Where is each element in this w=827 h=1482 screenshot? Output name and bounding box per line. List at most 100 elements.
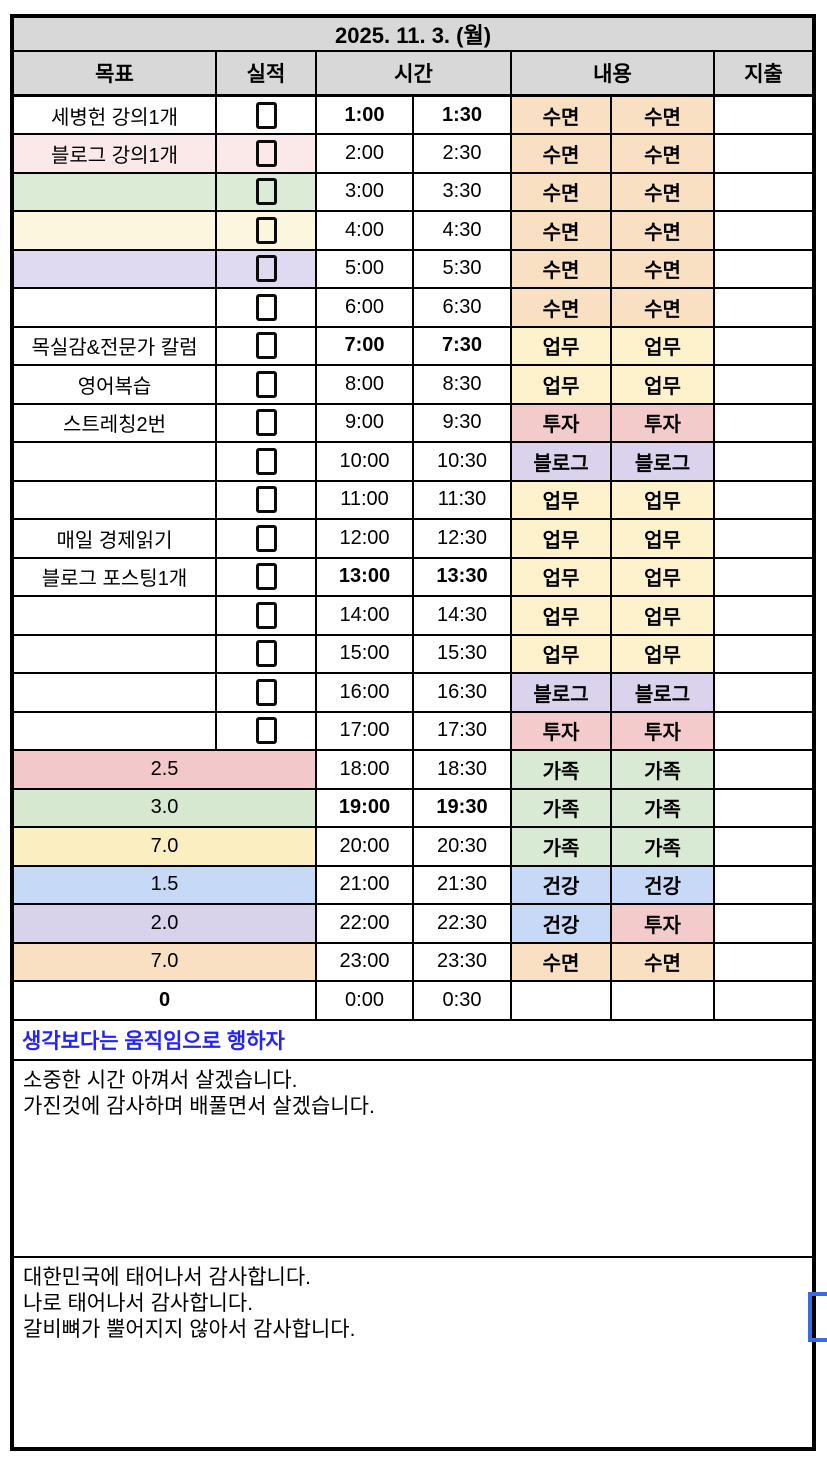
done-cell <box>215 402 317 443</box>
time-cell: 3:00 <box>315 171 414 212</box>
checkbox[interactable] <box>255 486 277 514</box>
checkbox[interactable] <box>255 293 277 321</box>
content-cell: 업무 <box>510 518 612 559</box>
checkbox[interactable] <box>255 678 277 706</box>
done-cell <box>215 556 317 597</box>
expense-cell <box>712 980 816 1021</box>
content-cell: 수면 <box>510 287 612 328</box>
time-cell: 0:30 <box>412 980 512 1021</box>
checkbox[interactable] <box>255 640 277 668</box>
time-cell: 4:30 <box>412 210 512 251</box>
content-cell: 가족 <box>510 787 612 828</box>
motto-row: 생각보다는 움직임으로 행하자 <box>10 1018 816 1061</box>
checkbox[interactable] <box>255 139 277 167</box>
expense-cell <box>712 402 816 443</box>
done-cell <box>215 171 317 212</box>
promise-line: 가진것에 감사하며 배풀면서 살겠습니다. <box>23 1094 375 1118</box>
expense-cell <box>712 287 816 328</box>
content-cell: 수면 <box>610 94 715 135</box>
checkbox[interactable] <box>255 255 277 283</box>
goal-cell: 목실감&전문가 칼럼 <box>11 325 217 366</box>
time-cell: 7:30 <box>412 325 512 366</box>
content-cell: 수면 <box>610 287 715 328</box>
time-cell: 5:00 <box>315 248 414 289</box>
schedule-row: 3.0 19:00 19:30 가족 가족 <box>11 787 816 828</box>
schedule-row: 7.0 23:00 23:30 수면 수면 <box>11 941 816 982</box>
content-cell: 건강 <box>510 903 612 944</box>
expense-cell <box>712 633 816 674</box>
motto-text: 생각보다는 움직임으로 행하자 <box>10 1018 816 1061</box>
summary-value-cell: 7.0 <box>11 941 317 982</box>
content-cell: 가족 <box>510 749 612 790</box>
schedule-row: 6:00 6:30 수면 수면 <box>11 287 816 328</box>
time-cell: 12:00 <box>315 518 414 559</box>
expense-cell <box>712 941 816 982</box>
column-header-goal: 목표 <box>11 50 217 97</box>
expense-cell <box>712 556 816 597</box>
time-cell: 11:00 <box>315 479 414 520</box>
content-cell: 업무 <box>510 556 612 597</box>
time-cell: 23:00 <box>315 941 414 982</box>
goal-cell <box>11 633 217 674</box>
schedule-row: 매일 경제읽기 12:00 12:30 업무 업무 <box>11 518 816 559</box>
checkbox[interactable] <box>255 178 277 206</box>
goal-cell <box>11 248 217 289</box>
time-cell: 9:30 <box>412 402 512 443</box>
schedule-row: 영어복습 8:00 8:30 업무 업무 <box>11 364 816 405</box>
content-cell: 투자 <box>610 402 715 443</box>
content-cell: 업무 <box>510 633 612 674</box>
schedule-row: 1.5 21:00 21:30 건강 건강 <box>11 864 816 905</box>
summary-value-cell: 2.5 <box>11 749 317 790</box>
content-cell: 수면 <box>510 94 612 135</box>
schedule-row: 10:00 10:30 블로그 블로그 <box>11 441 816 482</box>
expense-cell <box>712 133 816 174</box>
time-cell: 21:00 <box>315 864 414 905</box>
promise-section-row: 소중한 시간 아껴서 살겠습니다. 가진것에 감사하며 배풀면서 살겠습니다. <box>10 1058 816 1258</box>
content-cell: 가족 <box>610 749 715 790</box>
checkbox[interactable] <box>255 101 277 129</box>
checkbox[interactable] <box>255 717 277 745</box>
expense-cell <box>712 787 816 828</box>
content-cell: 투자 <box>610 710 715 751</box>
checkbox[interactable] <box>255 563 277 591</box>
goal-cell <box>11 210 217 251</box>
time-cell: 14:00 <box>315 595 414 636</box>
content-cell: 업무 <box>610 364 715 405</box>
time-cell: 3:30 <box>412 171 512 212</box>
time-cell: 14:30 <box>412 595 512 636</box>
time-cell: 10:00 <box>315 441 414 482</box>
schedule-row: 세병헌 강의1개 1:00 1:30 수면 수면 <box>11 94 816 135</box>
done-cell <box>215 210 317 251</box>
done-cell <box>215 672 317 713</box>
checkbox[interactable] <box>255 447 277 475</box>
checkbox[interactable] <box>255 409 277 437</box>
checkbox[interactable] <box>255 524 277 552</box>
schedule-row: 블로그 강의1개 2:00 2:30 수면 수면 <box>11 133 816 174</box>
checkbox[interactable] <box>255 216 277 244</box>
time-cell: 13:30 <box>412 556 512 597</box>
checkbox[interactable] <box>255 332 277 360</box>
goal-cell: 스트레칭2번 <box>11 402 217 443</box>
goal-cell: 블로그 강의1개 <box>11 133 217 174</box>
daily-planner-table: 2025. 11. 3. (월) 목표 실적 시간 내용 지출 세병헌 강의1개… <box>10 14 817 1451</box>
content-cell: 수면 <box>610 133 715 174</box>
date-header-row: 2025. 11. 3. (월) <box>10 15 816 52</box>
cell-selection-rectangle <box>808 1292 827 1342</box>
schedule-row: 16:00 16:30 블로그 블로그 <box>11 672 816 713</box>
checkbox[interactable] <box>255 370 277 398</box>
checkbox[interactable] <box>255 601 277 629</box>
expense-cell <box>712 710 816 751</box>
summary-value-cell: 0 <box>11 980 317 1021</box>
time-cell: 11:30 <box>412 479 512 520</box>
content-cell: 수면 <box>510 941 612 982</box>
content-cell: 업무 <box>510 325 612 366</box>
summary-value-cell: 7.0 <box>11 826 317 867</box>
content-cell <box>510 980 612 1021</box>
time-cell: 8:00 <box>315 364 414 405</box>
goal-cell <box>11 171 217 212</box>
content-cell: 투자 <box>610 903 715 944</box>
done-cell <box>215 710 317 751</box>
content-cell: 수면 <box>610 171 715 212</box>
expense-cell <box>712 903 816 944</box>
content-cell: 가족 <box>610 787 715 828</box>
